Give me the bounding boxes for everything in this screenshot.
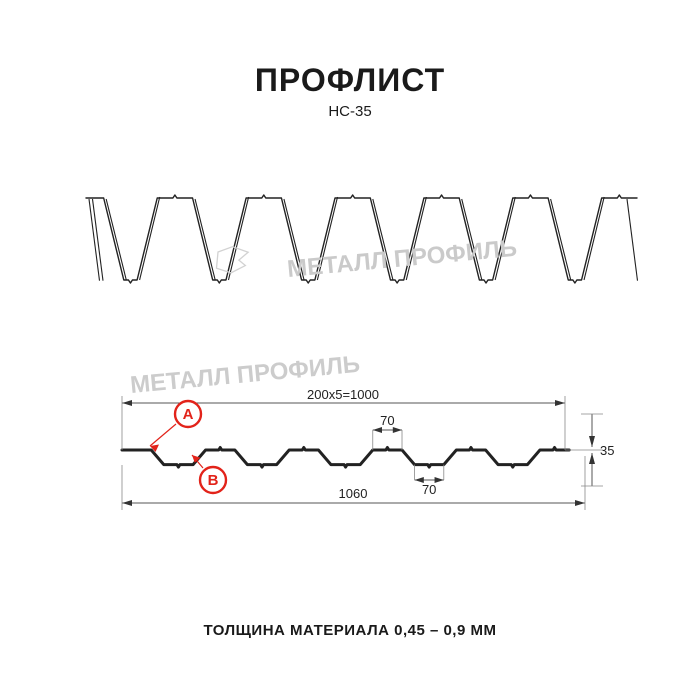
svg-text:МЕТАЛЛ ПРОФИЛЬ: МЕТАЛЛ ПРОФИЛЬ: [286, 235, 518, 283]
svg-text:МЕТАЛЛ ПРОФИЛЬ: МЕТАЛЛ ПРОФИЛЬ: [129, 351, 361, 399]
